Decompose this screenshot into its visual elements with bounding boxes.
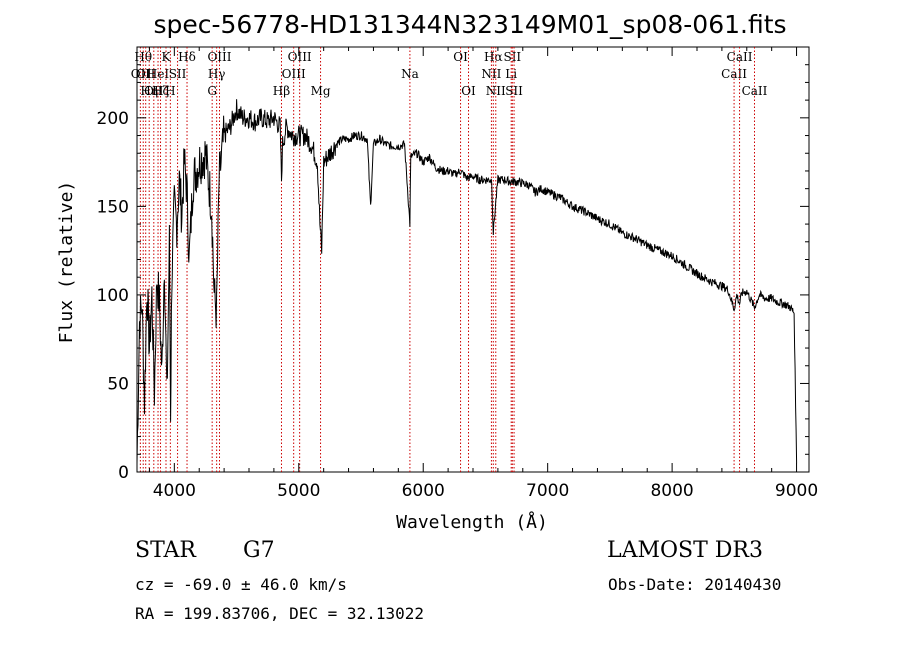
y-tick-label: 200 — [97, 109, 129, 129]
class-label: STAR — [135, 538, 196, 563]
redshift-text: cz = -69.0 ± 46.0 km/s — [135, 575, 347, 594]
line-marker-label: Hη — [140, 84, 158, 98]
x-tick-label: 8000 — [650, 481, 693, 501]
line-marker-label: OI — [453, 50, 468, 64]
obs-date-text: Obs-Date: 20140430 — [608, 575, 782, 594]
y-tick-label: 100 — [97, 286, 129, 306]
x-tick-label: 7000 — [526, 481, 569, 501]
y-tick-label: 0 — [118, 463, 129, 483]
x-axis-label: Wavelength (Å) — [396, 511, 548, 533]
line-marker-label: SII — [169, 67, 187, 81]
line-marker-label: Hζ — [152, 84, 169, 98]
coordinates-text: RA = 199.83706, DEC = 32.13022 — [135, 604, 424, 623]
line-marker-label: Hθ — [134, 50, 152, 64]
spectral-line-markers: OIIHθOIIHηOIIHeIHζKHSIIHδGHγOIIIHβOIIIOI… — [131, 47, 768, 472]
line-marker-label: OII — [131, 67, 151, 81]
x-tick-label: 9000 — [775, 481, 818, 501]
x-tick-label: 4000 — [153, 481, 196, 501]
axis-ticks: 4000 5000 6000 7000 8000 9000 0 50 100 150 200 — [97, 46, 818, 501]
line-marker-label: Mg — [311, 84, 331, 98]
line-marker-label: OI — [461, 84, 476, 98]
line-marker-label: NII — [481, 67, 501, 81]
line-marker-label: CaII — [727, 50, 753, 64]
line-marker-label: CaII — [721, 67, 747, 81]
y-axis-label: Flux (relative) — [56, 181, 77, 344]
line-marker-label: Hδ — [178, 50, 196, 64]
line-marker-label: Hβ — [273, 84, 290, 98]
line-marker-label: OIII — [282, 67, 306, 81]
line-marker-label: OII — [144, 84, 164, 98]
line-marker-label: Hα — [484, 50, 503, 64]
line-marker-label: H — [165, 84, 175, 98]
line-marker-label: OII — [136, 67, 156, 81]
spectrum-line — [136, 99, 798, 464]
line-marker-label: SII — [505, 84, 523, 98]
y-tick-label: 50 — [107, 374, 129, 394]
line-marker-label: Hγ — [208, 67, 226, 81]
line-marker-label: Na — [401, 67, 419, 81]
line-marker-label: SII — [503, 50, 521, 64]
line-marker-label: NII — [486, 84, 506, 98]
x-tick-label: 6000 — [402, 481, 445, 501]
line-marker-label: OIII — [207, 50, 231, 64]
line-marker-label: Li — [505, 67, 517, 81]
x-tick-label: 5000 — [277, 481, 320, 501]
line-marker-label: OIII — [288, 50, 312, 64]
plot-frame — [136, 46, 810, 473]
subclass-label: G7 — [243, 538, 275, 563]
chart-title: spec-56778-HD131344N323149M01_sp08-061.f… — [153, 10, 786, 39]
line-marker-label: K — [162, 50, 172, 64]
line-marker-label: HeI — [147, 67, 170, 81]
survey-label: LAMOST DR3 — [607, 538, 763, 563]
line-marker-label: CaII — [742, 84, 768, 98]
line-marker-label: G — [207, 84, 217, 98]
y-tick-label: 150 — [97, 197, 129, 217]
